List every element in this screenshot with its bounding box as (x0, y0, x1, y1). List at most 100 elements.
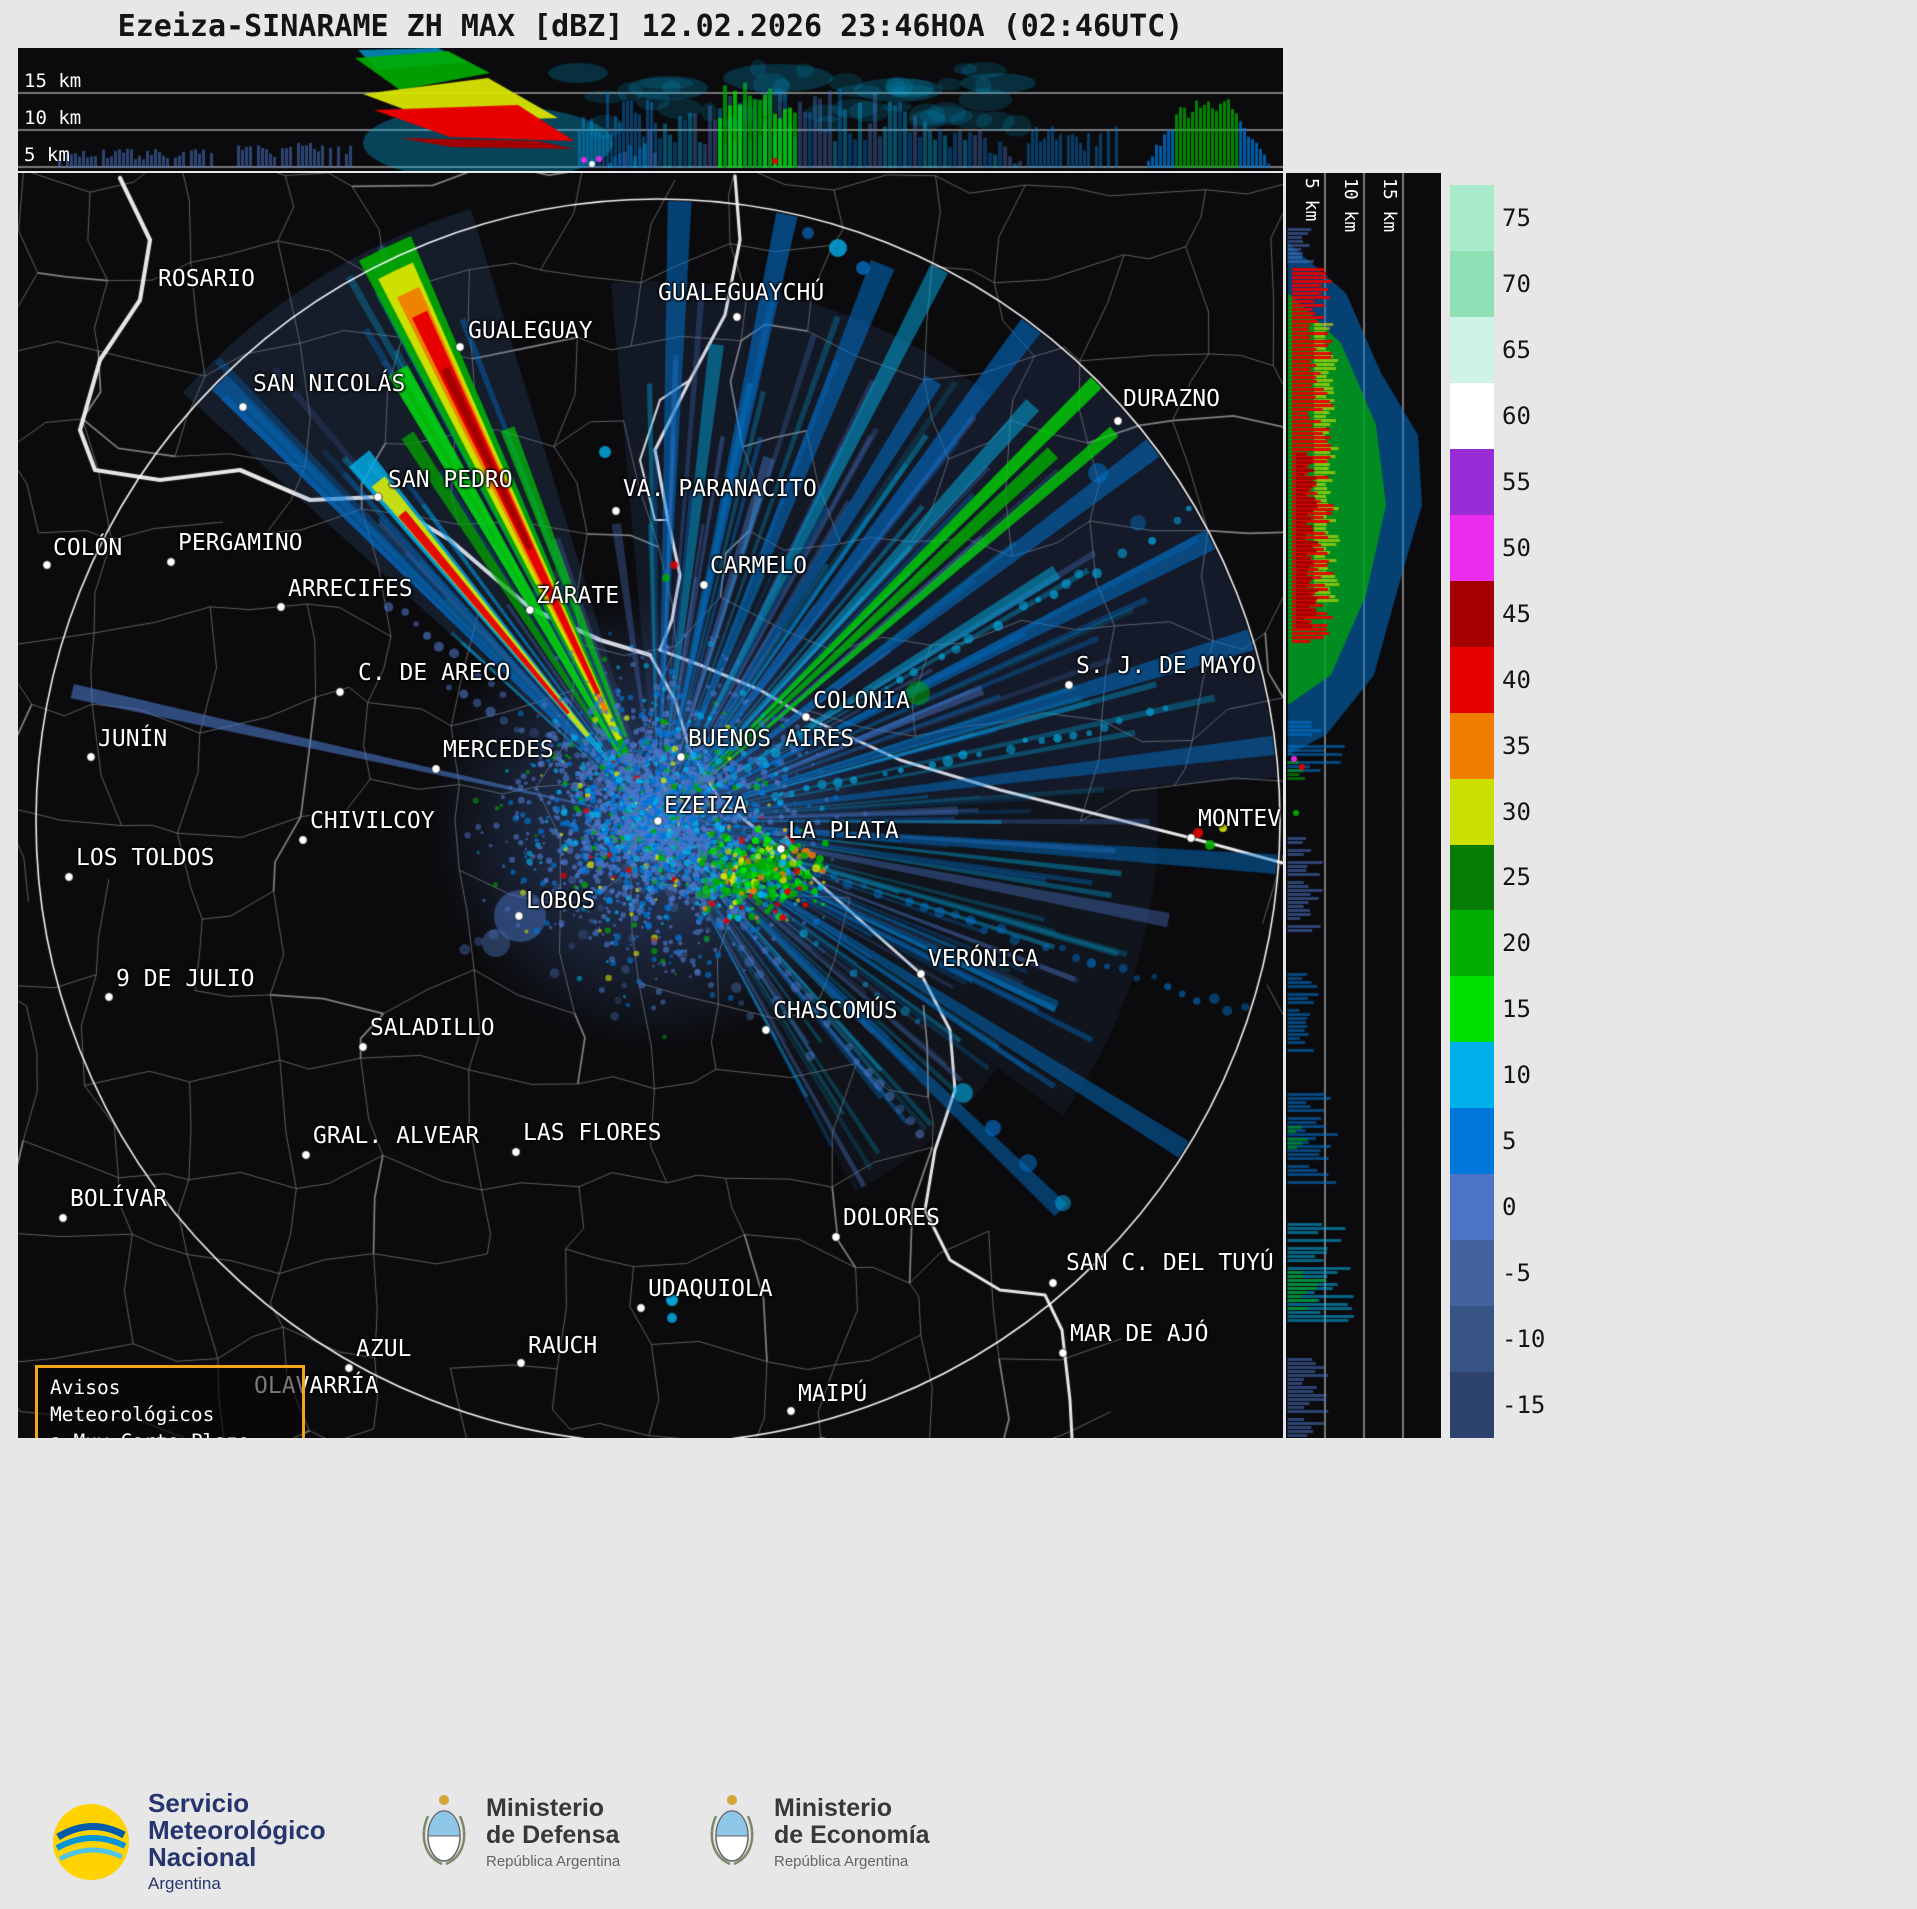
colorbar-tick-label: 35 (1502, 731, 1531, 760)
colorbar-segment (1450, 448, 1494, 515)
colorbar-tick-label: 10 (1502, 1061, 1531, 1090)
footer-logos: Servicio Meteorológico Nacional Argentin… (0, 1782, 1917, 1909)
colorbar-segment (1450, 712, 1494, 779)
colorbar-tick-label: -5 (1502, 1259, 1531, 1288)
economia-logo-group: Ministerio de Economía República Argenti… (706, 1790, 930, 1874)
city-label: PERGAMINO (178, 530, 303, 556)
colorbar-tick-label: 45 (1502, 599, 1531, 628)
colorbar-tick-label: 25 (1502, 863, 1531, 892)
city-label: BOLÍVAR (70, 1186, 167, 1212)
top-cross-section-canvas (18, 48, 1283, 171)
right-cross-section-canvas (1286, 173, 1441, 1438)
city-label: MERCEDES (443, 737, 554, 763)
city-label: MONTEVIDEO (1198, 806, 1283, 832)
altitude-label: 15 km (24, 70, 82, 92)
altitude-label: 5 km (24, 144, 70, 166)
colorbar-tick-label: -10 (1502, 1325, 1546, 1354)
colorbar-tick-label: 20 (1502, 929, 1531, 958)
colorbar-tick-label: 65 (1502, 335, 1531, 364)
colorbar-segment (1450, 1174, 1494, 1241)
city-label: GUALEGUAY (468, 318, 593, 344)
city-label: MAR DE AJÓ (1070, 1321, 1209, 1347)
smn-logo-group: Servicio Meteorológico Nacional Argentin… (50, 1790, 326, 1894)
colorbar-segment (1450, 844, 1494, 911)
city-label: COLONIA (813, 688, 910, 714)
city-label: ROSARIO (158, 266, 255, 292)
colorbar-segment (1450, 382, 1494, 449)
city-label: DURAZNO (1123, 386, 1220, 412)
warning-box: Avisos Meteorológicos a Muy Corto Plazo (35, 1365, 305, 1438)
coat-of-arms-icon (422, 1795, 466, 1866)
warning-line-1: Avisos Meteorológicos (50, 1376, 215, 1426)
city-label: CHASCOMÚS (773, 998, 898, 1024)
city-label: EZEIZA (664, 793, 748, 819)
ministry-title: Ministerio (486, 1793, 605, 1822)
colorbar-segment (1450, 580, 1494, 647)
city-label: LAS FLORES (523, 1120, 662, 1146)
altitude-label: 10 km (1340, 178, 1361, 233)
colorbar-segment (1450, 910, 1494, 977)
colorbar-tick-label: 70 (1502, 269, 1531, 298)
colorbar-tick-label: 75 (1502, 203, 1531, 232)
ministry-title: Ministerio (774, 1793, 893, 1822)
city-label: GRAL. ALVEAR (313, 1123, 480, 1149)
colorbar-segment (1450, 185, 1494, 251)
city-label: JUNÍN (98, 726, 168, 752)
colorbar-tick-label: 30 (1502, 797, 1531, 826)
city-label: C. DE ARECO (358, 660, 511, 686)
city-label: SAN C. DEL TUYÚ (1066, 1250, 1274, 1276)
defensa-logo-group: Ministerio de Defensa República Argentin… (418, 1790, 620, 1874)
city-label: 9 DE JULIO (116, 966, 255, 992)
coat-of-arms-icon (710, 1795, 754, 1866)
colorbar-tick-label: 60 (1502, 401, 1531, 430)
city-label: SAN NICOLÁS (253, 371, 406, 397)
colorbar-segment (1450, 1372, 1494, 1439)
colorbar-segment (1450, 1240, 1494, 1307)
top-cross-section-panel: 15 km 10 km 5 km (18, 48, 1283, 171)
warning-line-2: a Muy Corto Plazo (50, 1428, 290, 1438)
city-label: DOLORES (843, 1205, 940, 1231)
colorbar-segment (1450, 778, 1494, 845)
city-label: GUALEGUAYCHÚ (658, 280, 825, 306)
altitude-label: 5 km (1301, 178, 1322, 222)
ministry-title: de Economía (774, 1820, 930, 1849)
city-label: LOS TOLDOS (76, 845, 215, 871)
city-label: SAN PEDRO (388, 467, 513, 493)
city-label: ZÁRATE (536, 583, 620, 609)
colorbar-segment (1450, 316, 1494, 383)
altitude-label: 15 km (1379, 178, 1400, 233)
smn-name-line: Nacional (148, 1842, 257, 1872)
colorbar-tick-label: 40 (1502, 665, 1531, 694)
city-label: LOBOS (526, 888, 596, 914)
page-title: Ezeiza-SINARAME ZH MAX [dBZ] 12.02.2026 … (117, 9, 1184, 44)
city-label: BUENOS AIRES (688, 726, 855, 752)
city-label: ARRECIFES (288, 576, 413, 602)
colorbar-segment (1450, 1108, 1494, 1175)
smn-country: Argentina (148, 1874, 221, 1893)
city-label: MAIPÚ (798, 1381, 868, 1407)
colorbar-segment (1450, 514, 1494, 581)
dbz-colorbar (1450, 185, 1494, 1439)
city-label: SALADILLO (370, 1015, 495, 1041)
ministry-subtitle: República Argentina (774, 1852, 909, 1870)
colorbar-tick-label: -15 (1502, 1391, 1546, 1420)
city-label: S. J. DE MAYO (1076, 653, 1257, 679)
smn-name-line: Meteorológico (148, 1815, 326, 1845)
colorbar-tick-label: 50 (1502, 533, 1531, 562)
colorbar-tick-label: 5 (1502, 1127, 1517, 1156)
colorbar-segment (1450, 1306, 1494, 1373)
colorbar-segment (1450, 646, 1494, 713)
city-label: CARMELO (710, 553, 807, 579)
colorbar-segment (1450, 976, 1494, 1043)
city-label: AZUL (356, 1336, 412, 1362)
city-label: LA PLATA (788, 818, 899, 844)
city-label: COLÓN (53, 535, 123, 561)
colorbar-segment (1450, 1042, 1494, 1109)
city-label: VERÓNICA (928, 946, 1039, 972)
colorbar-tick-label: 0 (1502, 1193, 1517, 1222)
city-label: VA. PARANACITO (623, 476, 817, 502)
city-label: CHIVILCOY (310, 808, 435, 834)
city-label: RAUCH (528, 1333, 598, 1359)
main-radar-panel: ROSARIO GUALEGUAYCHÚ GUALEGUAY SAN NICOLÁS D… (18, 173, 1283, 1438)
